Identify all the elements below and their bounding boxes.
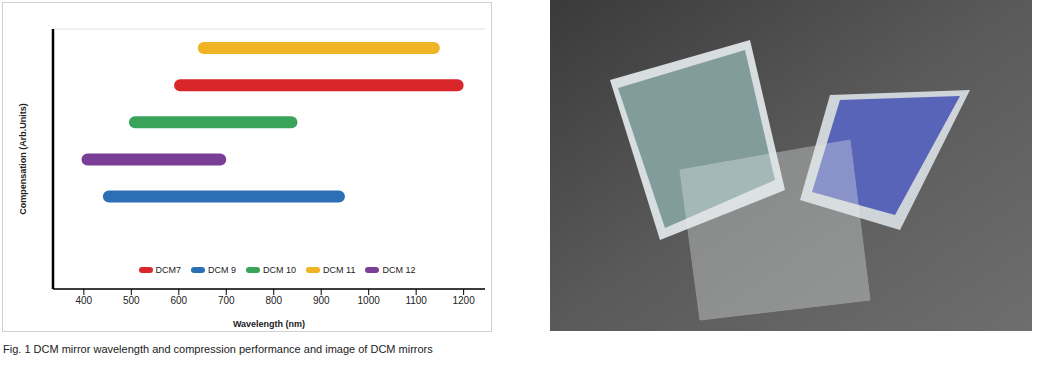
svg-text:1000: 1000 (358, 295, 381, 306)
html-text:DCM 12: DCM 12 (382, 265, 416, 275)
svg-text:500: 500 (123, 295, 140, 306)
svg-text:800: 800 (265, 295, 282, 306)
svg-text:Compensation (Arb.Units): Compensation (Arb.Units) (18, 103, 28, 215)
html-text:Fig. 1 DCM mirror wavelength a: Fig. 1 DCM mirror wavelength and compres… (3, 343, 433, 355)
html-text:DCM 10: DCM 10 (263, 265, 297, 275)
svg-text:600: 600 (170, 295, 187, 306)
svg-text:1200: 1200 (453, 295, 476, 306)
svg-text:700: 700 (218, 295, 235, 306)
svg-text:900: 900 (313, 295, 330, 306)
svg-text:1100: 1100 (405, 295, 427, 306)
html-text:DCM 9: DCM 9 (208, 265, 237, 275)
svg-text:Wavelength (nm): Wavelength (nm) (233, 319, 305, 329)
html-text:DCM 11: DCM 11 (323, 265, 356, 275)
html-text:DCM7: DCM7 (155, 265, 182, 275)
svg-text:400: 400 (76, 295, 93, 306)
